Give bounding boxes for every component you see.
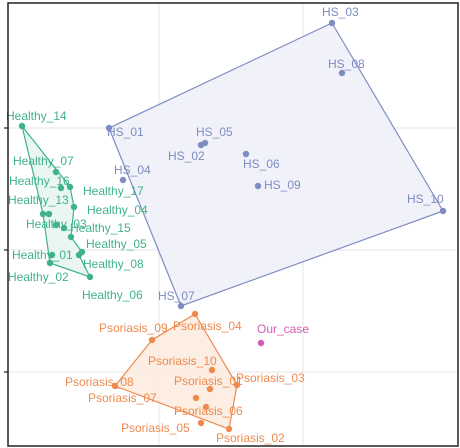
hs-01-point <box>105 124 113 132</box>
hs-03-label: HS_03 <box>322 5 359 19</box>
hs-06-point <box>242 150 250 158</box>
psoriasis-04-point <box>191 310 199 318</box>
psoriasis-09-point <box>148 336 156 344</box>
hs-04-label: HS_04 <box>114 163 151 177</box>
hs-05-point <box>201 139 209 147</box>
healthy-13-point <box>39 210 47 218</box>
healthy-15-label: Healthy_15 <box>70 221 131 235</box>
psoriasis-10-label: Psoriasis_10 <box>148 354 217 368</box>
psoriasis-05-point <box>197 419 205 427</box>
hs-08-point <box>338 69 346 77</box>
healthy-04-point <box>70 203 78 211</box>
psoriasis-07-point <box>192 394 200 402</box>
hs-09-point <box>254 182 262 190</box>
psoriasis-06-point <box>202 403 210 411</box>
psoriasis-08-point <box>111 382 119 390</box>
psoriasis-01-point <box>206 385 214 393</box>
healthy-14-label: Healthy_14 <box>6 109 67 123</box>
healthy-02-point <box>46 259 54 267</box>
our-case-label: Our_case <box>257 322 309 336</box>
point-labels: HS_01 HS_02 HS_03 HS_04 HS_05 HS_06 HS_07 HS_08… <box>6 5 444 445</box>
healthy-08-point <box>75 251 83 259</box>
hs-05-label: HS_05 <box>196 125 233 139</box>
psoriasis-06-label: Psoriasis_06 <box>174 404 243 418</box>
hs-10-point <box>439 207 447 215</box>
hs-02-label: HS_02 <box>168 149 205 163</box>
healthy-02-label: Healthy_02 <box>8 270 69 284</box>
psoriasis-hull <box>114 313 238 430</box>
psoriasis-04-label: Psoriasis_04 <box>173 319 242 333</box>
healthy-06-point <box>86 273 94 281</box>
healthy-06-label: Healthy_06 <box>82 288 143 302</box>
hs-01-label: HS_01 <box>107 125 144 139</box>
healthy-17-label: Healthy_17 <box>83 184 144 198</box>
healthy-05-label: Healthy_05 <box>86 237 147 251</box>
hs-10-label: HS_10 <box>407 192 444 206</box>
healthy-unlabeled-13-point <box>45 210 53 218</box>
healthy-15-point <box>67 233 75 241</box>
healthy-13-label: Healthy_13 <box>8 193 69 207</box>
hs-04-point <box>119 176 127 184</box>
healthy-03-label: Healthy_03 <box>26 217 87 231</box>
healthy-01-label: Healthy_01 <box>12 248 73 262</box>
group-hulls <box>21 22 444 430</box>
healthy-17-point <box>66 183 74 191</box>
hs-06-label: HS_06 <box>243 157 280 171</box>
our-case-point <box>257 339 265 347</box>
plot-frame <box>4 2 459 447</box>
hs-08-label: HS_08 <box>328 57 365 71</box>
healthy-16-point <box>57 184 65 192</box>
healthy-07-point <box>52 168 60 176</box>
healthy-03-point <box>52 221 60 229</box>
psoriasis-09-label: Psoriasis_09 <box>99 321 168 335</box>
hs-09-label: HS_09 <box>264 178 301 192</box>
psoriasis-08-label: Psoriasis_08 <box>65 375 134 389</box>
healthy-unlabeled-14-point <box>60 224 68 232</box>
healthy-07-label: Healthy_07 <box>13 154 74 168</box>
psoriasis-01-label: Psoriasis_01 <box>174 374 243 388</box>
hs-07-label: HS_07 <box>158 289 195 303</box>
psoriasis-02-label: Psoriasis_02 <box>216 431 285 445</box>
psoriasis-02-point <box>225 425 233 433</box>
healthy-08-label: Healthy_08 <box>83 257 144 271</box>
plot-border <box>7 2 459 447</box>
psoriasis-05-label: Psoriasis_05 <box>121 421 190 435</box>
data-points <box>18 19 447 433</box>
healthy-14-point <box>18 122 26 130</box>
psoriasis-10-point <box>208 366 216 374</box>
psoriasis-03-point <box>233 381 241 389</box>
psoriasis-07-label: Psoriasis_07 <box>88 391 157 405</box>
psoriasis-03-label: Psoriasis_03 <box>236 371 305 385</box>
healthy-01-point <box>48 251 56 259</box>
hs-07-point <box>177 302 185 310</box>
healthy-16-label: Healthy_16 <box>9 174 70 188</box>
healthy-04-label: Healthy_04 <box>87 203 148 217</box>
hs-03-point <box>328 19 336 27</box>
